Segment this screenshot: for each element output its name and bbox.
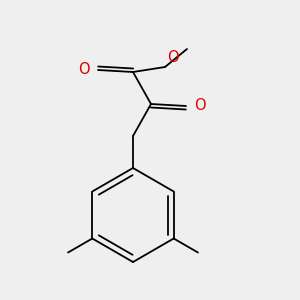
Text: O: O — [78, 62, 90, 77]
Text: O: O — [167, 50, 178, 65]
Text: O: O — [194, 98, 206, 113]
